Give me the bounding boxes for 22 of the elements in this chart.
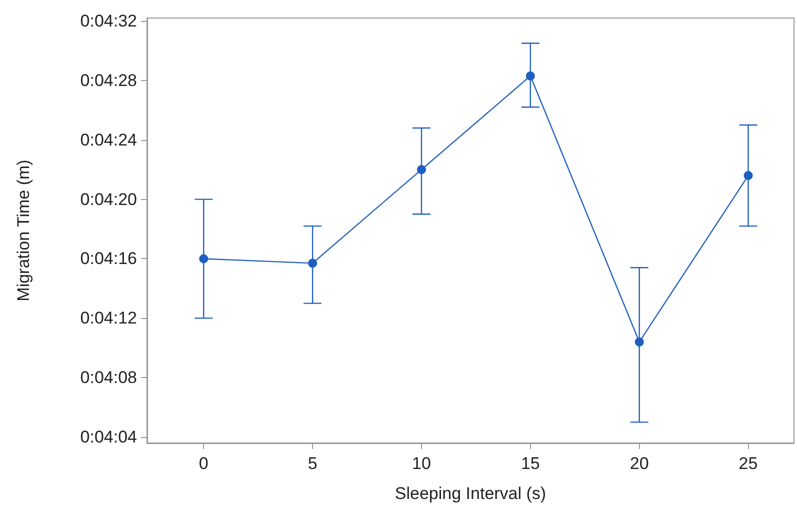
y-tick-label: 0:04:16 <box>80 249 137 268</box>
x-tick-label: 20 <box>630 454 649 473</box>
y-tick-label: 0:04:08 <box>80 368 137 388</box>
point <box>526 71 535 80</box>
x-tick-label: 25 <box>738 454 758 473</box>
point <box>416 165 426 174</box>
x-tick-label: 5 <box>308 454 318 473</box>
y-tick-label: 0:04:28 <box>80 70 137 90</box>
x-tick-label: 10 <box>412 454 431 473</box>
point <box>744 171 753 180</box>
y-tick-label: 0:04:24 <box>80 130 137 150</box>
point <box>199 254 208 264</box>
y-tick-label: 0:04:12 <box>80 308 137 328</box>
x-tick-label: 0 <box>198 454 208 473</box>
y-tick-label: 0:04:04 <box>80 428 137 447</box>
x-axis-title: Sleeping Interval (s) <box>394 484 546 503</box>
x-tick-label: 15 <box>520 454 540 473</box>
point <box>308 258 318 268</box>
y-axis-title: Migration Time (m) <box>14 160 33 302</box>
y-tick-label: 0:04:20 <box>80 190 137 209</box>
y-tick-label: 0:04:32 <box>80 11 137 30</box>
point <box>634 337 644 346</box>
